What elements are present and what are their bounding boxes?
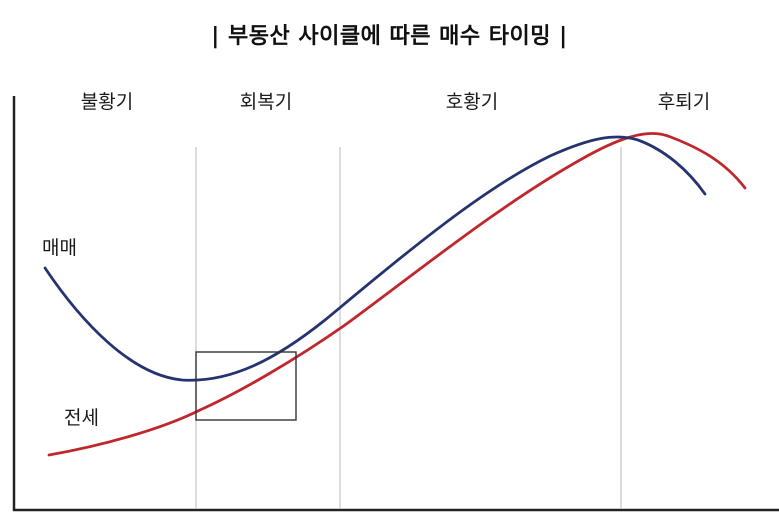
curve-label-jeonse: 전세 bbox=[64, 407, 99, 429]
curve-label-sale: 매매 bbox=[42, 237, 77, 259]
phase-label-decline: 후퇴기 bbox=[658, 91, 710, 113]
phase-label-boom: 호황기 bbox=[446, 91, 498, 113]
page-title: | 부동산 사이클에 따른 매수 타이밍 | bbox=[211, 24, 568, 49]
sale-curve bbox=[43, 135, 707, 382]
phase-label-recovery: 회복기 bbox=[240, 91, 292, 113]
phase-label-recession: 불황기 bbox=[81, 91, 133, 113]
jeonse-curve bbox=[47, 132, 747, 457]
buy-timing-box bbox=[195, 351, 297, 421]
